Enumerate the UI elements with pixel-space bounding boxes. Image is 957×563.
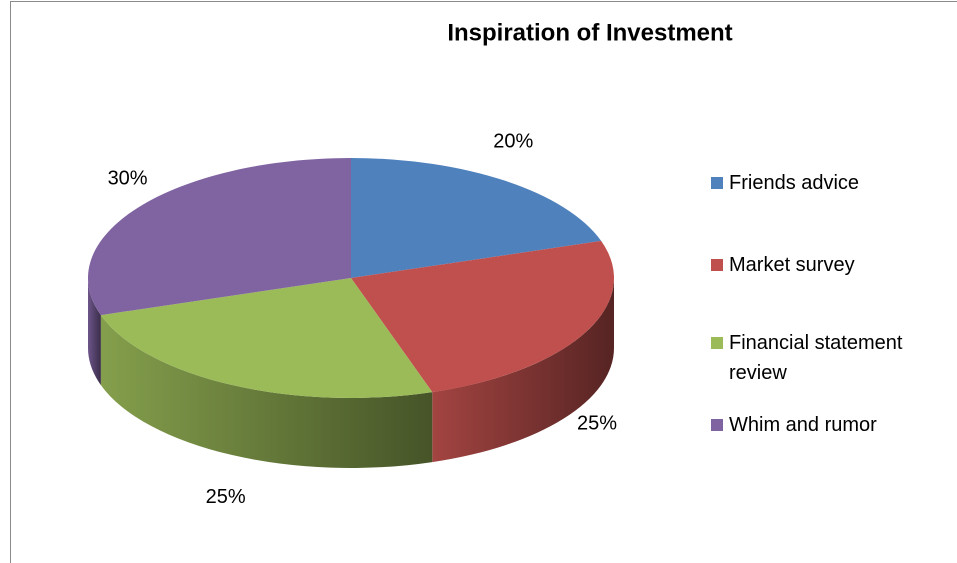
legend-swatch [711, 419, 723, 431]
legend-label: Market survey [729, 254, 855, 276]
legend-entry: Market survey [711, 250, 951, 280]
legend-swatch [711, 177, 723, 189]
data-label: 25% [206, 486, 246, 508]
legend-label: Whim and rumor [729, 414, 877, 436]
data-label: 30% [108, 168, 148, 190]
chart-title: Inspiration of Investment [447, 19, 732, 46]
data-label: 20% [493, 130, 533, 152]
slice-side [88, 278, 101, 386]
legend-entry: Friends advice [711, 168, 951, 198]
slice-side [432, 278, 614, 463]
legend-label: Financial statement review [729, 332, 903, 384]
legend-entry: Financial statement review [711, 328, 951, 388]
legend-entry: Whim and rumor [711, 410, 951, 440]
data-label: 25% [577, 413, 617, 435]
slice-side [100, 315, 433, 468]
legend-swatch [711, 259, 723, 271]
slice [100, 278, 433, 398]
slice [351, 240, 614, 393]
legend: Friends advice Market survey Financial sta… [711, 168, 951, 440]
legend-label: Friends advice [729, 172, 860, 194]
slice [87, 158, 351, 316]
chart-border [10, 1, 957, 563]
slice [351, 158, 602, 278]
legend-swatch [711, 337, 723, 349]
